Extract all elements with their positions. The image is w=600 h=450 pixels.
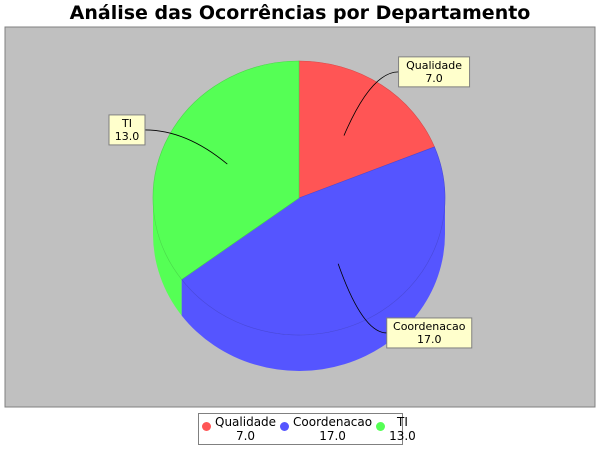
legend-swatch-ti (376, 422, 386, 431)
legend-swatch-qualidade (202, 422, 211, 431)
data-label-value-ti: 13.0 (115, 130, 140, 143)
data-label-value-qualidade: 7.0 (425, 72, 443, 85)
pie-side-coordenacao (181, 198, 445, 371)
data-label-name-coordenacao: Coordenacao (393, 320, 466, 333)
leader-line-ti (144, 129, 228, 165)
data-label-name-ti: TI (121, 117, 132, 130)
data-label-name-qualidade: Qualidade (406, 59, 462, 72)
pie-sides (153, 198, 445, 371)
legend: Qualidade 7.0 Coordenacao 17.0 TI 13.0 (198, 413, 416, 445)
chart-title: Análise das Ocorrências por Departamento (69, 2, 531, 24)
data-label-box-coordenacao (386, 317, 473, 349)
legend-value-ti: 13.0 (389, 429, 416, 443)
legend-label-ti: TI (397, 415, 408, 429)
pie-slice-coordenacao (181, 146, 446, 336)
pie-top (152, 60, 446, 336)
data-label-box-qualidade (398, 56, 471, 88)
data-label-box-ti (108, 114, 146, 146)
leader-line-qualidade (343, 71, 399, 136)
legend-item-qualidade: Qualidade 7.0 (202, 415, 276, 443)
legend-swatch-coordenacao (280, 422, 290, 431)
leader-line-coordenacao (337, 263, 387, 334)
legend-label-qualidade: Qualidade (215, 415, 277, 429)
legend-item-coordenacao: Coordenacao 17.0 (280, 415, 372, 443)
legend-label-coordenacao: Coordenacao (293, 415, 373, 429)
data-label-value-coordenacao: 17.0 (417, 333, 442, 346)
pie-slice-ti (152, 60, 300, 280)
legend-value-qualidade: 7.0 (235, 429, 256, 443)
legend-item-ti: TI 13.0 (376, 415, 416, 443)
pie-side-ti (153, 198, 182, 316)
legend-value-coordenacao: 17.0 (319, 429, 346, 443)
pie-slice-qualidade (298, 60, 435, 199)
